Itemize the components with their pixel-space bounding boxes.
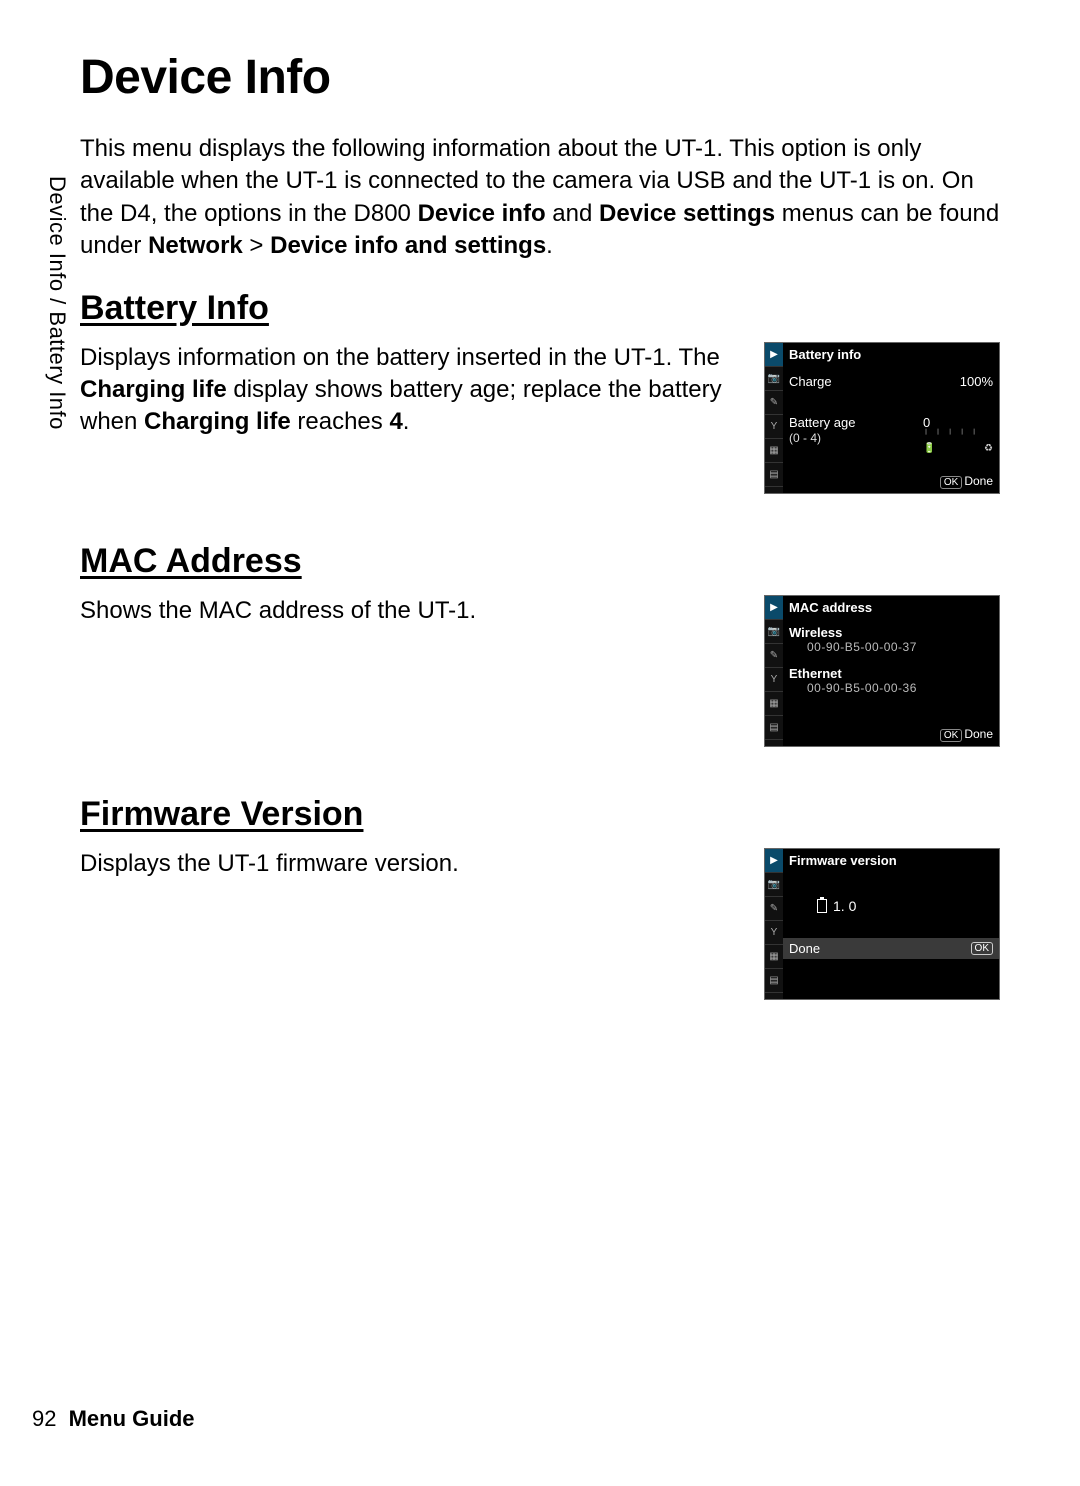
tab-icon: ✎ [765, 644, 783, 668]
wireless-label: Wireless [789, 625, 993, 640]
tab-icon: ▤ [765, 716, 783, 740]
battery-age-sublabel: (0 - 4) [789, 431, 821, 445]
firmware-version-value: 1. 0 [833, 898, 856, 914]
tab-icon: ▶ [765, 343, 783, 367]
screen-tab-column: ▶ 📷 ✎ Y ▦ ▤ [765, 596, 783, 746]
tab-icon: Y [765, 415, 783, 439]
battery-body: Displays information on the battery inse… [80, 342, 734, 439]
manual-page: Device Info / Battery Info Device Info T… [0, 0, 1080, 1486]
firmware-version-row: 1. 0 [783, 878, 999, 914]
section-firmware-version: Displays the UT-1 firmware version. ▶ 📷 … [80, 848, 1000, 1000]
tab-icon: 📷 [765, 620, 783, 644]
firmware-letter-icon [817, 899, 827, 913]
page-number: 92 [32, 1406, 56, 1431]
screen-title: MAC address [789, 600, 993, 615]
tab-icon: ▤ [765, 463, 783, 487]
tab-icon: ▤ [765, 969, 783, 993]
mac-body: Shows the MAC address of the UT-1. [80, 595, 734, 627]
heading-mac-address: MAC Address [80, 542, 1000, 581]
screen-title: Firmware version [783, 849, 999, 868]
battery-age-value: 0 [923, 415, 930, 430]
footer-label: Menu Guide [69, 1406, 195, 1431]
battery-age-label: Battery age [789, 415, 856, 430]
screen-tab-column: ▶ 📷 ✎ Y ▦ ▤ [765, 849, 783, 999]
tab-icon: ▶ [765, 849, 783, 873]
done-label: Done [964, 727, 993, 741]
tab-icon: ▦ [765, 692, 783, 716]
age-scale-icons: 🔋♻ [923, 443, 993, 454]
intro-paragraph: This menu displays the following informa… [80, 133, 1000, 263]
screen-body: Battery info Charge 100% Battery age (0 … [783, 343, 999, 493]
done-bar: Done OK [783, 938, 999, 959]
heading-battery-info: Battery Info [80, 289, 1000, 328]
tab-icon: Y [765, 921, 783, 945]
done-label: Done [964, 474, 993, 488]
charge-label: Charge [789, 374, 832, 389]
wireless-mac-value: 00-90-B5-00-00-37 [789, 640, 993, 654]
age-scale-ticks: ╵╵╵╵╵ [923, 430, 993, 441]
firmware-body: Displays the UT-1 firmware version. [80, 848, 734, 880]
section-mac-address: Shows the MAC address of the UT-1. ▶ 📷 ✎… [80, 595, 1000, 747]
screen-title: Battery info [789, 347, 993, 362]
ok-badge: OK [940, 476, 962, 489]
tab-icon: Y [765, 668, 783, 692]
heading-firmware-version: Firmware Version [80, 795, 1000, 834]
ethernet-mac-value: 00-90-B5-00-00-36 [789, 681, 993, 695]
tab-icon: ▶ [765, 596, 783, 620]
tab-icon: ✎ [765, 391, 783, 415]
tab-icon: 📷 [765, 873, 783, 897]
ok-badge: OK [971, 942, 993, 955]
sidebar-breadcrumb: Device Info / Battery Info [44, 176, 70, 430]
screenshot-battery-info: ▶ 📷 ✎ Y ▦ ▤ Battery info Charge 100% Bat… [764, 342, 1000, 494]
screenshot-mac-address: ▶ 📷 ✎ Y ▦ ▤ MAC address Wireless 00-90-B… [764, 595, 1000, 747]
screen-footer: OKDone [940, 474, 993, 489]
screen-tab-column: ▶ 📷 ✎ Y ▦ ▤ [765, 343, 783, 493]
page-title: Device Info [80, 50, 1000, 105]
tab-icon: ▦ [765, 439, 783, 463]
tab-icon: 📷 [765, 367, 783, 391]
tab-icon: ✎ [765, 897, 783, 921]
screen-footer: OKDone [940, 727, 993, 742]
ethernet-label: Ethernet [789, 666, 993, 681]
charge-value: 100% [960, 374, 993, 389]
screenshot-firmware-version: ▶ 📷 ✎ Y ▦ ▤ Firmware version 1. 0 Done O… [764, 848, 1000, 1000]
page-footer: 92 Menu Guide [32, 1406, 195, 1432]
tab-icon: ▦ [765, 945, 783, 969]
ok-badge: OK [940, 729, 962, 742]
section-battery-info: Displays information on the battery inse… [80, 342, 1000, 494]
screen-body: Firmware version 1. 0 Done OK [783, 849, 999, 999]
screen-body: MAC address Wireless 00-90-B5-00-00-37 E… [783, 596, 999, 746]
done-label: Done [789, 941, 820, 956]
